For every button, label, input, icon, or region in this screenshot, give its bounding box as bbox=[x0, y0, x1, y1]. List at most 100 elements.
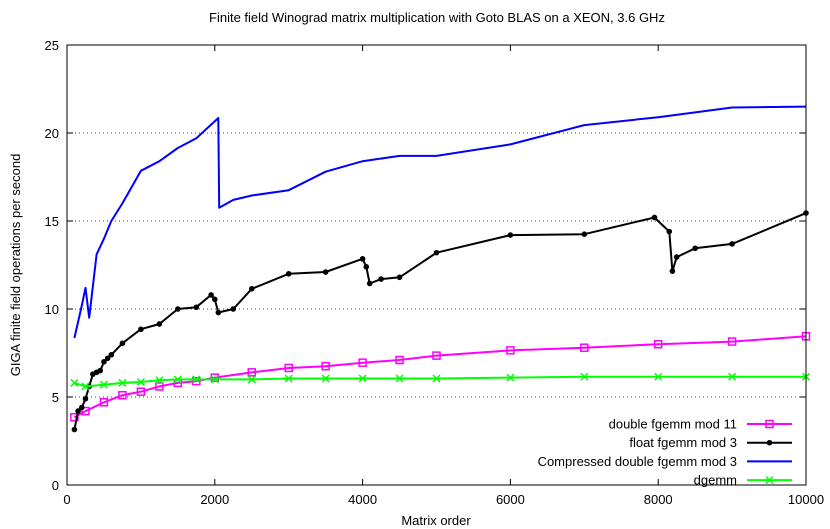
data-point-square bbox=[136, 387, 146, 396]
data-point-square bbox=[118, 390, 127, 400]
data-point-x bbox=[358, 374, 367, 383]
legend-label: float fgemm mod 3 bbox=[629, 435, 737, 450]
series-layer bbox=[70, 105, 811, 433]
y-tick-label: 5 bbox=[52, 390, 59, 405]
legend-label: dgemm bbox=[694, 473, 737, 488]
data-point-circle bbox=[673, 254, 680, 260]
data-point-circle bbox=[322, 269, 329, 275]
data-point-square bbox=[210, 373, 220, 382]
data-point-circle bbox=[766, 439, 773, 446]
data-point-circle bbox=[248, 285, 255, 292]
data-point-square bbox=[284, 363, 293, 373]
series-double-fgemm-mod-11 bbox=[70, 332, 811, 422]
legend-item: double fgemm mod 11 bbox=[609, 417, 792, 432]
data-point-x bbox=[247, 375, 256, 384]
data-point-square bbox=[395, 355, 404, 365]
x-tick-label: 0 bbox=[63, 492, 70, 507]
data-point-x bbox=[321, 374, 330, 383]
data-point-circle bbox=[581, 231, 588, 237]
data-point-square bbox=[155, 382, 164, 391]
x-tick-label: 6000 bbox=[496, 492, 525, 507]
data-point-x bbox=[99, 380, 108, 389]
data-point-x bbox=[728, 372, 737, 381]
data-point-x bbox=[155, 376, 164, 385]
data-point-square bbox=[727, 337, 737, 346]
data-point-circle bbox=[101, 359, 107, 365]
x-tick-label: 10000 bbox=[788, 492, 824, 507]
x-tick-label: 8000 bbox=[644, 492, 673, 507]
data-point-circle bbox=[433, 249, 440, 256]
data-point-circle bbox=[119, 340, 126, 347]
data-point-circle bbox=[97, 367, 104, 374]
data-point-square bbox=[580, 343, 589, 352]
data-point-x bbox=[506, 373, 515, 382]
y-tick-label: 0 bbox=[52, 478, 59, 493]
legend: double fgemm mod 11 float fgemm mod 3 Comp… bbox=[538, 417, 792, 488]
data-point-square bbox=[506, 346, 515, 355]
chart-title: Finite field Winograd matrix multiplicat… bbox=[209, 10, 665, 25]
data-point-square bbox=[247, 368, 256, 377]
data-point-circle bbox=[104, 355, 111, 362]
data-point-x bbox=[70, 378, 79, 387]
data-point-circle bbox=[507, 232, 514, 238]
y-tick-label: 20 bbox=[45, 126, 59, 141]
x-tick-label: 4000 bbox=[348, 492, 377, 507]
legend-label: Compressed double fgemm mod 3 bbox=[538, 454, 737, 469]
data-point-circle bbox=[215, 309, 222, 316]
data-point-circle bbox=[175, 306, 181, 312]
grid-lines bbox=[67, 132, 806, 398]
data-point-x bbox=[432, 374, 441, 383]
data-point-square bbox=[765, 419, 774, 429]
data-point-circle bbox=[285, 271, 292, 277]
data-point-x bbox=[210, 375, 219, 384]
data-point-circle bbox=[78, 404, 85, 411]
data-point-x bbox=[765, 476, 774, 485]
data-point-circle bbox=[692, 245, 698, 252]
data-point-x bbox=[654, 372, 663, 381]
legend-item: dgemm bbox=[694, 473, 792, 488]
series-line bbox=[73, 212, 807, 430]
data-point-circle bbox=[212, 296, 218, 303]
data-point-circle bbox=[108, 351, 115, 358]
x-tick-label: 2000 bbox=[200, 492, 229, 507]
data-point-circle bbox=[363, 263, 370, 270]
data-point-circle bbox=[230, 306, 237, 312]
data-point-circle bbox=[138, 326, 144, 333]
data-point-square bbox=[432, 351, 441, 360]
data-point-circle bbox=[82, 395, 89, 402]
y-tick-label: 15 bbox=[45, 214, 59, 229]
data-point-circle bbox=[366, 280, 373, 287]
series-line bbox=[73, 105, 807, 339]
y-tick-label: 25 bbox=[45, 38, 59, 53]
x-axis-label: Matrix order bbox=[401, 513, 471, 528]
data-point-x bbox=[81, 382, 90, 391]
plot-frame bbox=[66, 44, 807, 486]
legend-item: Compressed double fgemm mod 3 bbox=[538, 454, 792, 469]
data-point-x bbox=[284, 374, 293, 383]
data-point-circle bbox=[666, 228, 673, 235]
data-point-square bbox=[358, 358, 367, 367]
data-point-circle bbox=[396, 274, 403, 281]
data-point-circle bbox=[193, 304, 200, 311]
legend-item: float fgemm mod 3 bbox=[629, 435, 792, 450]
data-point-circle bbox=[71, 426, 78, 433]
data-point-circle bbox=[378, 276, 384, 282]
data-point-circle bbox=[669, 268, 676, 274]
data-point-circle bbox=[156, 321, 163, 327]
y-axis-label: GIGA finite field operations per second bbox=[8, 154, 23, 377]
data-point-circle bbox=[729, 241, 735, 247]
data-point-circle bbox=[75, 408, 81, 414]
data-point-circle bbox=[208, 292, 214, 298]
data-point-square bbox=[321, 361, 330, 371]
data-point-square bbox=[81, 406, 90, 416]
data-point-square bbox=[653, 339, 663, 349]
data-point-x bbox=[580, 372, 589, 381]
data-point-x bbox=[395, 374, 404, 383]
axis-ticks: 0 5 10 15 20 25 0 2000 4000 6000 8000 10000 bbox=[45, 38, 825, 507]
series-line bbox=[74, 375, 806, 388]
data-point-circle bbox=[359, 256, 366, 262]
series-compressed-double-fgemm-mod-3 bbox=[73, 105, 807, 339]
legend-label: double fgemm mod 11 bbox=[609, 417, 737, 432]
data-point-square bbox=[192, 376, 201, 386]
